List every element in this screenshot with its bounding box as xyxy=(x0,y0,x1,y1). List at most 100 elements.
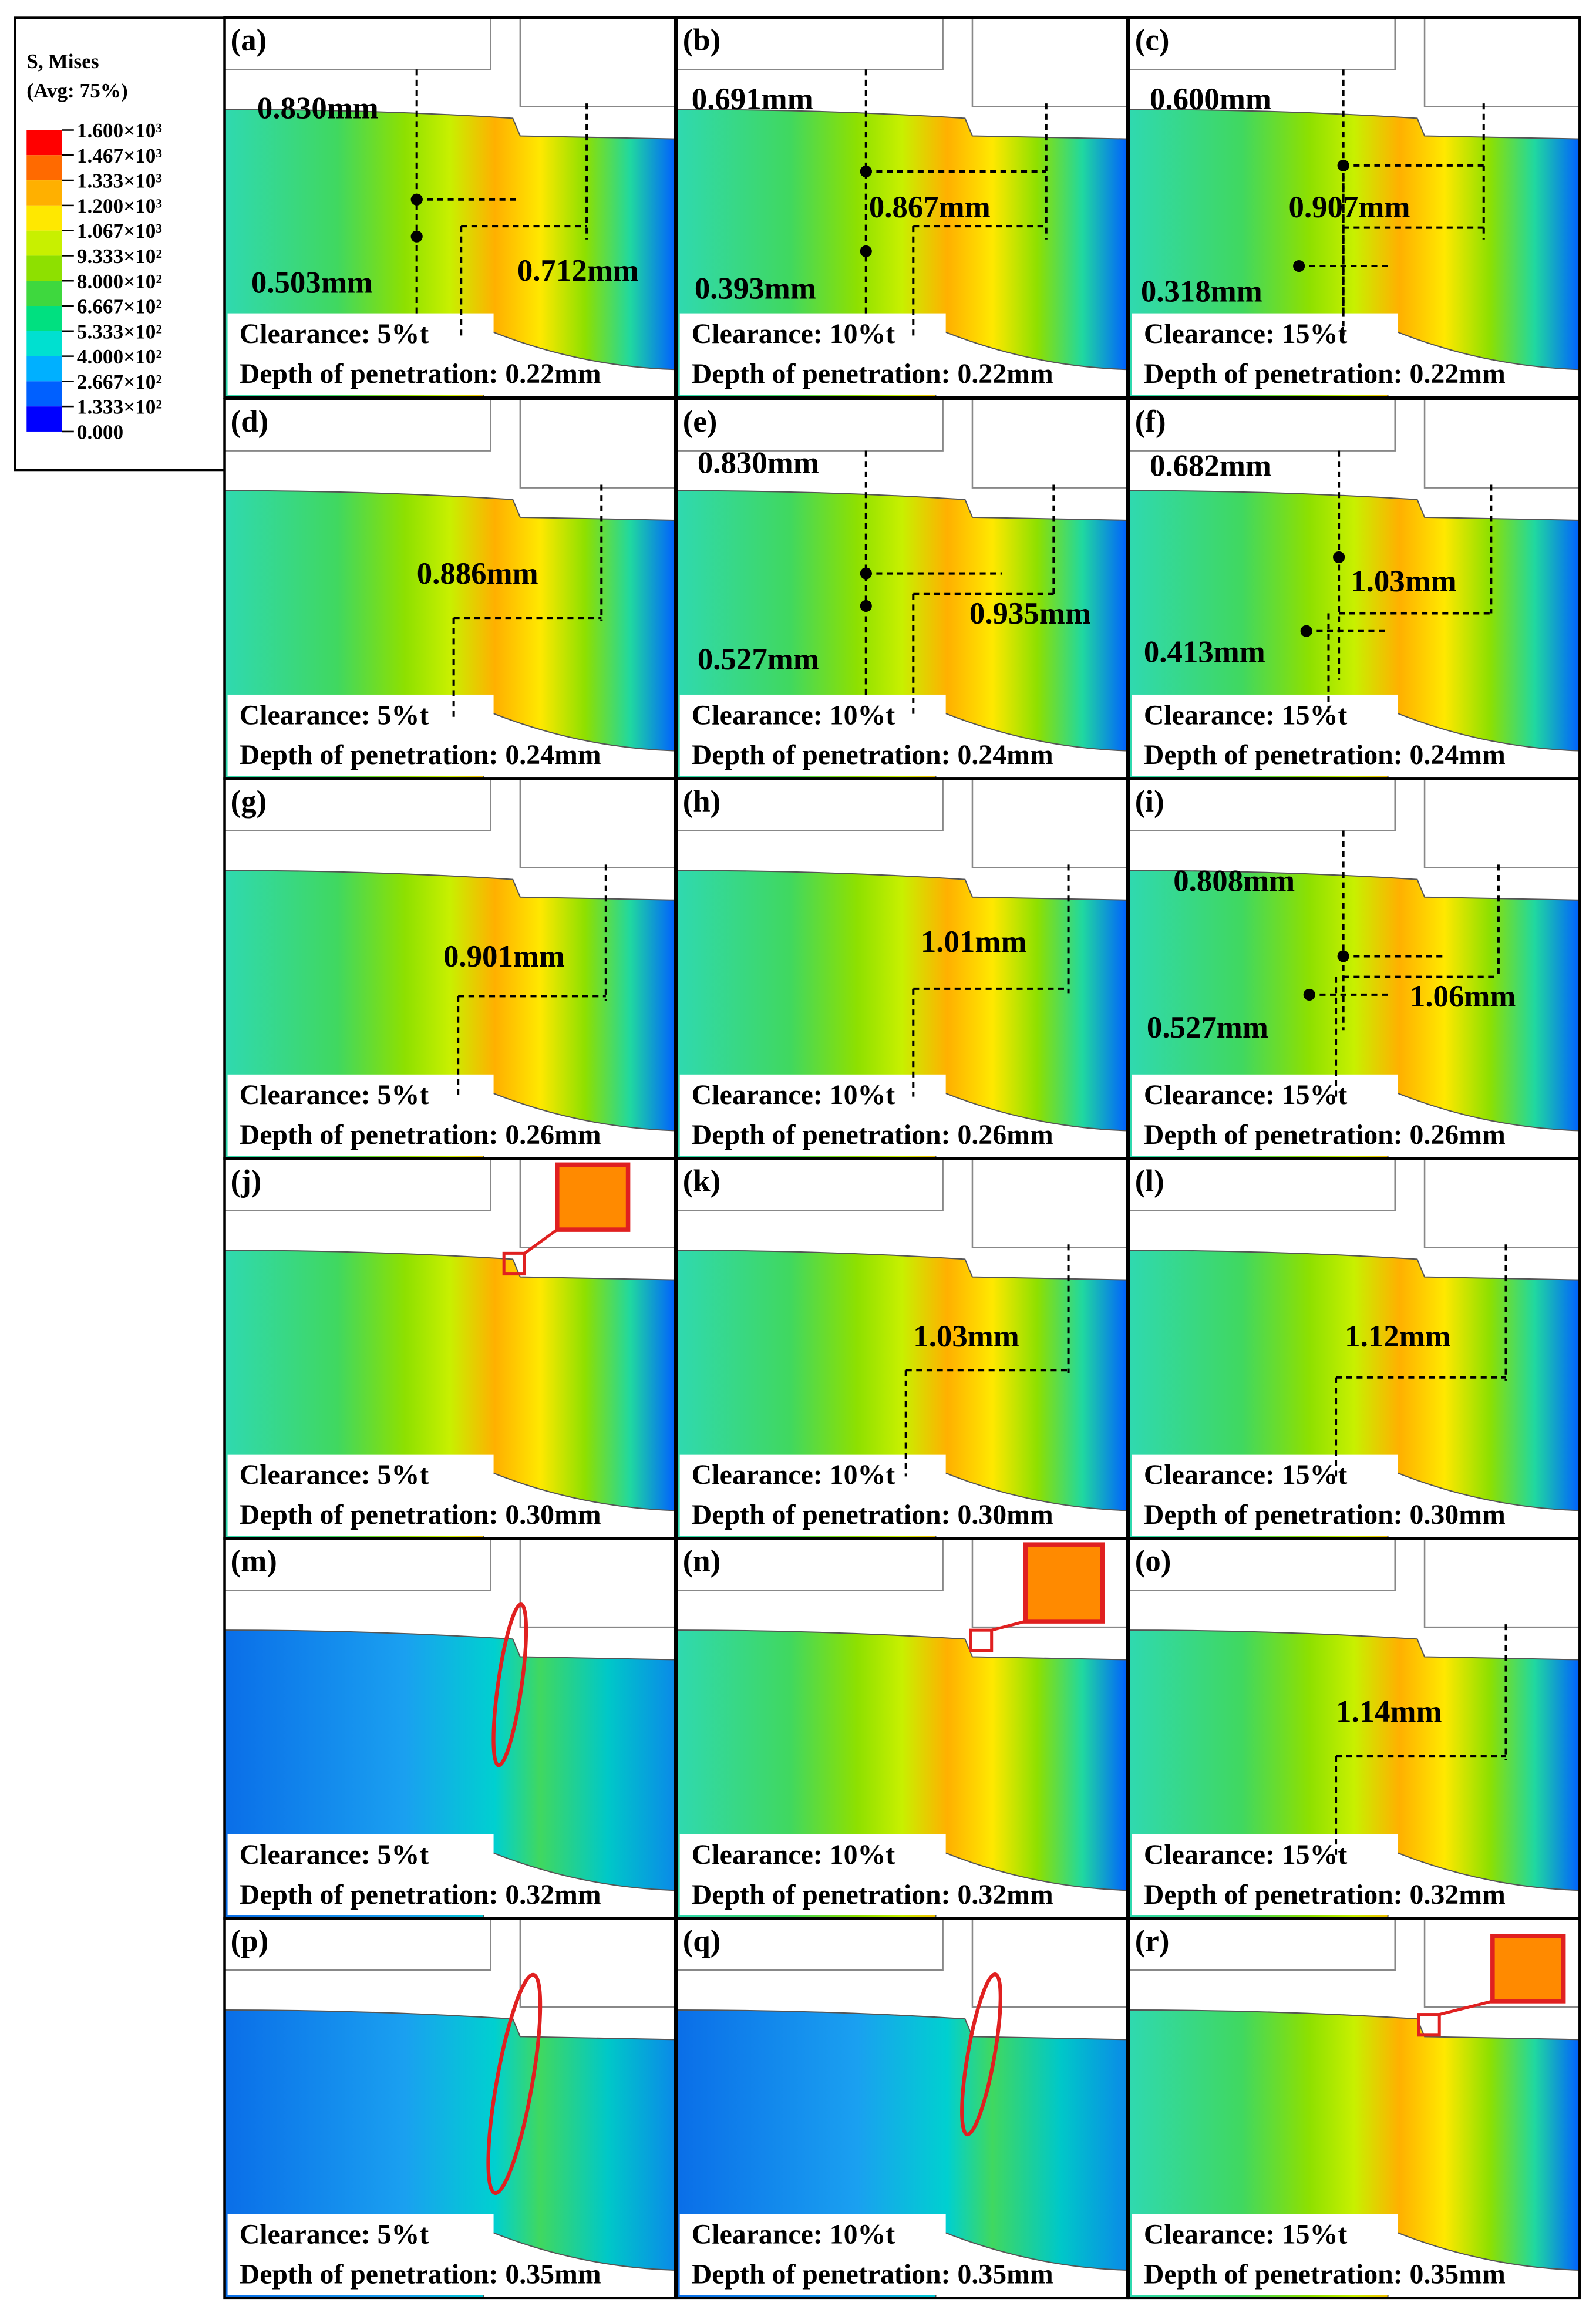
die xyxy=(1423,779,1580,868)
clearance-label: Clearance: 5%t xyxy=(240,1839,429,1870)
crack-highlight xyxy=(486,1972,543,2195)
panel-label: (q) xyxy=(683,1924,721,1958)
depth-label: Depth of penetration: 0.22mm xyxy=(1144,358,1506,389)
caption-bg xyxy=(227,694,494,776)
panel: (m) Clearance: 5%t Depth of penetration: 0… xyxy=(223,1537,677,1920)
dimension-dot xyxy=(860,245,872,257)
panel-label: (p) xyxy=(231,1924,269,1958)
dimension-label: 1.03mm xyxy=(913,1319,1019,1354)
panel: (d) 0.886mm Clearance: 5%t Depth of penetra… xyxy=(223,398,677,780)
legend-label: 1.467×10³ xyxy=(77,144,162,167)
panel-label: (o) xyxy=(1135,1544,1171,1578)
panel-border xyxy=(1127,1917,1581,2300)
panel: (e) 0.830mm 0.527mm 0.935mm Clearance: 10%t D… xyxy=(675,398,1129,780)
dimension-label: 0.935mm xyxy=(969,597,1091,631)
die xyxy=(1423,1159,1580,1248)
legend-label: 1.333×10³ xyxy=(77,170,162,193)
die xyxy=(1423,1538,1580,1628)
die xyxy=(971,399,1128,489)
legend-swatch xyxy=(26,230,62,256)
depth-label: Depth of penetration: 0.26mm xyxy=(1144,1119,1506,1150)
panel-label: (i) xyxy=(1135,785,1164,819)
legend-label: 8.000×10² xyxy=(77,270,162,293)
dimension-label: 0.318mm xyxy=(1141,274,1262,308)
clearance-label: Clearance: 15%t xyxy=(1144,1839,1347,1870)
caption-bg xyxy=(227,313,494,395)
dimension-dot xyxy=(1303,988,1315,1001)
panel-border xyxy=(675,16,1129,399)
dimension-dot xyxy=(410,193,423,206)
die xyxy=(1423,1918,1580,2008)
legend-swatch xyxy=(26,306,62,331)
dimension-label: 0.413mm xyxy=(1144,635,1265,669)
die xyxy=(519,1538,676,1628)
clearance-label: Clearance: 5%t xyxy=(240,2219,429,2250)
panel-label: (k) xyxy=(683,1164,721,1198)
clearance-label: Clearance: 5%t xyxy=(240,699,429,730)
depth-label: Depth of penetration: 0.24mm xyxy=(692,739,1053,770)
panel-label: (h) xyxy=(683,785,721,819)
panel-label: (g) xyxy=(231,785,267,819)
legend-swatch xyxy=(26,281,62,307)
dimension-dot xyxy=(1337,950,1349,962)
panel: (b) 0.691mm 0.867mm 0.393mm Clearance: 10%t D… xyxy=(675,16,1129,399)
depth-label: Depth of penetration: 0.26mm xyxy=(692,1119,1053,1150)
caption-bg xyxy=(1132,1074,1398,1156)
legend-label: 5.333×10² xyxy=(77,320,162,343)
legend-swatch xyxy=(26,381,62,407)
panel-label: (l) xyxy=(1135,1164,1164,1198)
legend-swatch xyxy=(26,255,62,281)
dimension-label: 0.907mm xyxy=(1289,190,1410,224)
legend-label: 1.200×10³ xyxy=(77,194,162,217)
panel: (o) 1.14mm Clearance: 15%t Depth of penetra… xyxy=(1127,1537,1581,1920)
caption-bg xyxy=(1132,2214,1398,2295)
depth-label: Depth of penetration: 0.24mm xyxy=(1144,739,1506,770)
inset-marker xyxy=(969,1628,994,1652)
clearance-label: Clearance: 10%t xyxy=(692,318,895,349)
dimension-dot xyxy=(1333,551,1345,563)
die xyxy=(971,1159,1128,1248)
panel: (l) 1.12mm Clearance: 15%t Depth of penetra… xyxy=(1127,1157,1581,1540)
panel: (i) 0.808mm 1.06mm 0.527mm Clearance: 15%t De… xyxy=(1127,777,1581,1160)
caption-bg xyxy=(1132,313,1398,395)
inset-marker xyxy=(502,1251,526,1276)
panel: (q) Clearance: 10%t Depth of penetration: … xyxy=(675,1917,1129,2300)
clearance-label: Clearance: 15%t xyxy=(1144,1079,1347,1110)
panel: (r) Clearance: 15%t Depth of penetration: … xyxy=(1127,1917,1581,2300)
clearance-label: Clearance: 10%t xyxy=(692,2219,895,2250)
dimension-label: 0.600mm xyxy=(1150,82,1271,116)
depth-label: Depth of penetration: 0.30mm xyxy=(1144,1499,1506,1530)
caption-bg xyxy=(679,1454,946,1536)
clearance-label: Clearance: 5%t xyxy=(240,1079,429,1110)
dimension-label: 0.527mm xyxy=(1147,1011,1268,1045)
caption-bg xyxy=(679,1834,946,1915)
clearance-label: Clearance: 10%t xyxy=(692,1459,895,1490)
die xyxy=(519,18,676,107)
dimension-label: 1.06mm xyxy=(1410,979,1516,1014)
dimension-label: 0.503mm xyxy=(251,265,373,299)
dimension-label: 0.830mm xyxy=(698,446,819,480)
caption-bg xyxy=(227,1834,494,1915)
dimension-label: 0.830mm xyxy=(257,91,379,125)
dimension-label: 0.393mm xyxy=(695,271,816,305)
caption-bg xyxy=(679,694,946,776)
inset-connector xyxy=(991,1620,1026,1632)
depth-label: Depth of penetration: 0.35mm xyxy=(1144,2259,1506,2290)
panel: (a) 0.830mm 0.503mm 0.712mm Clearance: 5%t De… xyxy=(223,16,677,399)
legend-subtitle: (Avg: 75%) xyxy=(26,79,127,102)
dimension-dot xyxy=(1337,159,1349,171)
die xyxy=(519,1159,676,1248)
dimension-dot xyxy=(860,165,872,178)
caption-bg xyxy=(679,2214,946,2295)
legend-label: 4.000×10² xyxy=(77,345,162,368)
caption-bg xyxy=(1132,1454,1398,1536)
panel: (f) 0.682mm 1.03mm 0.413mm Clearance: 15%t De… xyxy=(1127,398,1581,780)
inset xyxy=(1490,1934,1566,2004)
clearance-label: Clearance: 5%t xyxy=(240,318,429,349)
dimension-dot xyxy=(1300,625,1312,637)
depth-label: Depth of penetration: 0.30mm xyxy=(240,1499,601,1530)
clearance-label: Clearance: 15%t xyxy=(1144,699,1347,730)
panel-border xyxy=(223,1917,677,2300)
panel-label: (e) xyxy=(683,405,718,439)
die xyxy=(971,1918,1128,2008)
